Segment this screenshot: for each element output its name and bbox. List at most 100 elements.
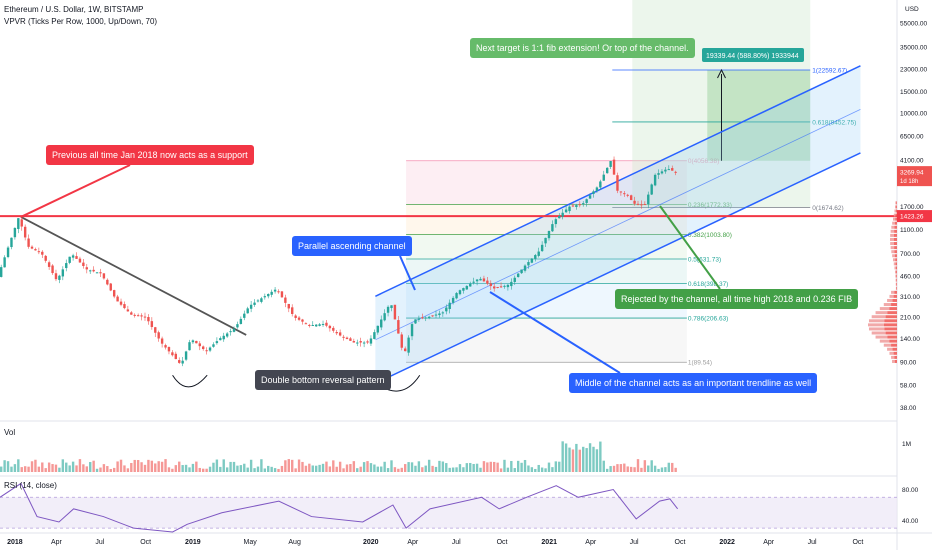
candle-body bbox=[455, 293, 458, 299]
candle-body bbox=[205, 350, 208, 352]
candle-body bbox=[516, 273, 520, 278]
volume-bar bbox=[386, 468, 390, 472]
volume-bar bbox=[109, 468, 112, 472]
volume-bar bbox=[116, 461, 119, 472]
vpvr-bar-up bbox=[895, 262, 897, 266]
candle-body bbox=[397, 320, 400, 334]
candle-body bbox=[328, 325, 332, 329]
vpvr-bar-down bbox=[895, 278, 897, 282]
volume-bar bbox=[277, 468, 280, 472]
volume-bar bbox=[23, 466, 27, 472]
volume-bar bbox=[427, 459, 431, 472]
volume-bar bbox=[510, 460, 513, 472]
candle-body bbox=[458, 290, 462, 295]
candle-body bbox=[448, 302, 451, 310]
candle-body bbox=[445, 307, 448, 312]
candle-body bbox=[212, 344, 215, 347]
candle-body bbox=[530, 258, 534, 263]
volume-bar bbox=[417, 461, 421, 472]
vpvr-bar-down bbox=[895, 201, 897, 205]
candle-body bbox=[407, 337, 410, 353]
time-axis-tick: 2021 bbox=[541, 539, 557, 546]
candle-body bbox=[116, 296, 119, 302]
extension-label: 0.618(8452.75) bbox=[812, 119, 856, 126]
volume-bar bbox=[636, 459, 640, 472]
price-axis-tick: 140.00 bbox=[900, 336, 920, 343]
chart-title: Ethereum / U.S. Dollar, 1W, BITSTAMP bbox=[4, 5, 144, 14]
vpvr-bar-up bbox=[896, 270, 897, 274]
volume-bar bbox=[366, 461, 369, 472]
candle-body bbox=[287, 303, 290, 309]
volume-bar bbox=[671, 462, 674, 472]
volume-bar bbox=[256, 466, 260, 472]
vpvr-bar-down bbox=[891, 250, 895, 254]
volume-bar bbox=[123, 465, 126, 472]
time-axis-tick: May bbox=[244, 539, 258, 546]
volume-bar bbox=[561, 441, 564, 472]
double-bottom-arc bbox=[172, 374, 208, 388]
candle-body bbox=[475, 279, 479, 282]
volume-bar bbox=[321, 463, 325, 472]
rsi-axis-tick: 40.00 bbox=[902, 518, 919, 525]
candle-body bbox=[451, 297, 455, 303]
candle-body bbox=[472, 281, 475, 283]
volume-bar bbox=[17, 459, 20, 472]
volume-bar bbox=[318, 464, 321, 472]
candle-body bbox=[167, 347, 171, 352]
candle-body bbox=[246, 308, 249, 314]
vpvr-bar-down bbox=[895, 274, 897, 278]
vpvr-bar-up bbox=[896, 278, 897, 282]
volume-bar bbox=[616, 464, 619, 472]
fib-zone bbox=[406, 160, 687, 205]
volume-bar bbox=[222, 459, 225, 472]
rsi-line bbox=[0, 482, 679, 533]
vpvr-bar-down bbox=[887, 347, 893, 351]
volume-bar bbox=[643, 460, 647, 472]
volume-bar bbox=[376, 466, 380, 472]
candle-body bbox=[544, 237, 547, 244]
volume-bar bbox=[112, 467, 116, 472]
time-axis-tick: Apr bbox=[51, 539, 63, 546]
volume-bar bbox=[421, 467, 424, 472]
volume-bar bbox=[585, 448, 588, 472]
volume-bar bbox=[215, 459, 219, 472]
vpvr-bar-down bbox=[894, 266, 896, 270]
candle-body bbox=[34, 249, 37, 251]
volume-bar bbox=[410, 462, 414, 472]
volume-bar bbox=[338, 461, 342, 472]
candle-body bbox=[160, 338, 164, 344]
volume-bar bbox=[609, 466, 612, 472]
candle-body bbox=[380, 319, 383, 328]
volume-bar bbox=[130, 462, 133, 472]
candle-body bbox=[184, 351, 188, 360]
candle-body bbox=[332, 327, 335, 331]
vpvr-bar-down bbox=[879, 339, 890, 343]
volume-bar bbox=[469, 462, 472, 472]
time-axis-tick: Jul bbox=[452, 539, 461, 546]
volume-bar bbox=[30, 461, 34, 472]
volume-bar bbox=[537, 464, 540, 472]
time-axis-tick: 2018 bbox=[7, 539, 23, 546]
candle-body bbox=[68, 256, 71, 263]
fib-level-label: 0.618(398.37) bbox=[688, 281, 728, 288]
candle-body bbox=[273, 289, 277, 292]
candle-body bbox=[95, 272, 99, 274]
volume-bar bbox=[523, 459, 527, 472]
candle-body bbox=[510, 281, 513, 287]
volume-bar bbox=[47, 462, 51, 472]
candle-body bbox=[479, 278, 482, 281]
volume-bar bbox=[458, 464, 462, 472]
volume-bar bbox=[434, 466, 438, 472]
vpvr-bar-down bbox=[889, 351, 894, 355]
volume-bar bbox=[68, 465, 71, 472]
channel-lower bbox=[375, 152, 861, 385]
price-axis-tick: 38.00 bbox=[900, 405, 917, 412]
vpvr-bar-up bbox=[894, 359, 897, 363]
vpvr-bar-down bbox=[890, 233, 894, 237]
volume-bar bbox=[397, 468, 400, 472]
vpvr-bar-up bbox=[884, 327, 897, 331]
candle-body bbox=[321, 323, 325, 325]
volume-bar bbox=[633, 467, 636, 472]
volume-bar bbox=[311, 465, 314, 472]
measure-badge bbox=[702, 48, 804, 62]
